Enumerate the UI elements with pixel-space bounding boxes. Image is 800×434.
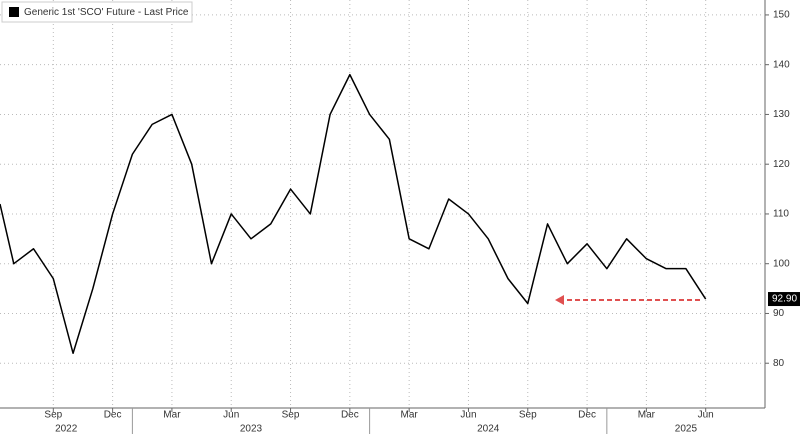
last-price-box [768, 292, 800, 307]
y-tick-label: 100 [773, 258, 790, 269]
last-price-label: 92.90 [772, 294, 797, 305]
x-tick-label: Jun [223, 410, 239, 421]
y-tick-label: 120 [773, 159, 790, 170]
y-tick-label: 130 [773, 109, 790, 120]
x-tick-label: Mar [401, 410, 419, 421]
legend-label: Generic 1st 'SCO' Future - Last Price [24, 7, 189, 18]
y-tick-label: 110 [773, 209, 789, 220]
legend-box [1, 1, 193, 23]
y-tick-label: 80 [773, 358, 785, 369]
line-series [0, 73, 707, 355]
year-label: 2022 [55, 424, 78, 434]
x-tick-label: Sep [282, 410, 300, 421]
legend: Generic 1st 'SCO' Future - Last Price [1, 1, 193, 23]
x-tick-label: Jun [698, 410, 714, 421]
y-tick-label: 150 [773, 10, 790, 21]
x-tick-label: Dec [104, 410, 122, 421]
x-tick-label: Mar [163, 410, 181, 421]
x-tick-label: Jun [460, 410, 476, 421]
y-tick-label: 90 [773, 308, 785, 319]
x-tick-label: Sep [519, 410, 537, 421]
x-tick-label: Mar [638, 410, 656, 421]
year-label: 2024 [477, 424, 500, 434]
annotation-arrow [555, 295, 700, 305]
x-tick-label: Dec [578, 410, 596, 421]
legend-swatch [9, 7, 19, 17]
y-tick-label: 140 [773, 59, 790, 70]
year-label: 2023 [240, 424, 263, 434]
year-label: 2025 [675, 424, 698, 434]
arrow-head [555, 295, 564, 305]
x-tick-label: Dec [341, 410, 359, 421]
x-tick-label: Sep [44, 410, 62, 421]
